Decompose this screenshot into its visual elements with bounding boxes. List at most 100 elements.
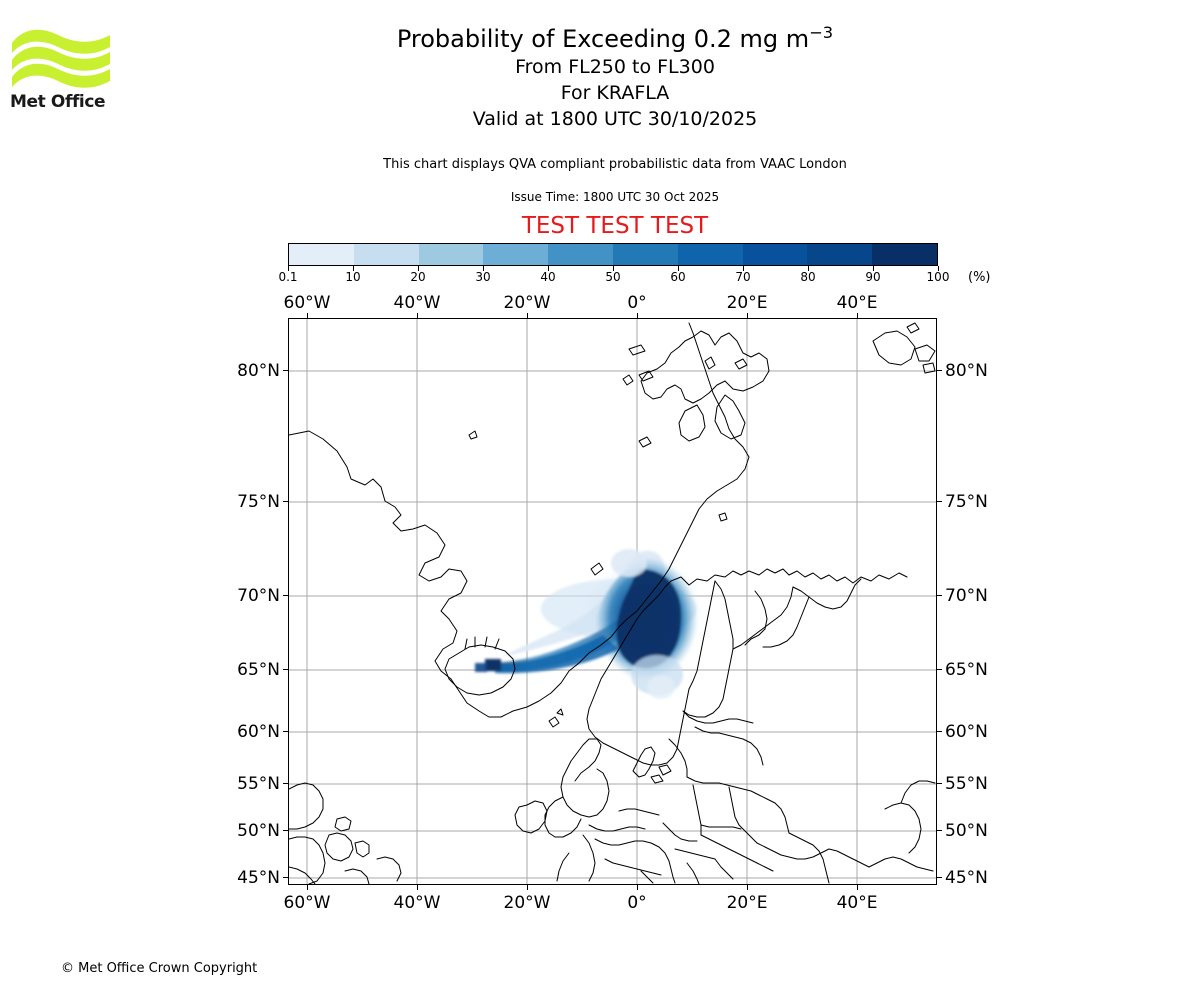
colorbar-segment-4 — [548, 244, 613, 265]
lat-tick-left — [283, 830, 288, 831]
lat-label-75N-right: 75°N — [945, 492, 988, 512]
colorbar-tick-label-50: 50 — [605, 270, 621, 284]
lat-tick-left — [283, 669, 288, 670]
colorbar-segment-6 — [677, 244, 743, 265]
lon-tick-top — [417, 313, 418, 318]
colorbar-tick-80 — [808, 266, 809, 271]
lon-tick-bottom — [417, 885, 418, 890]
lon-label-40W-bottom: 40°W — [393, 893, 441, 913]
lon-tick-top — [637, 313, 638, 318]
lat-label-70N-left: 70°N — [237, 586, 280, 606]
lat-label-65N-right: 65°N — [945, 660, 988, 680]
subtitle-flight-levels: From FL250 to FL300 — [515, 56, 715, 78]
colorbar-segment-0 — [289, 244, 354, 265]
met-office-logo-text: Met Office — [10, 92, 106, 112]
colorbar-tick-label-70: 70 — [735, 270, 751, 284]
lon-label-40E-top: 40°E — [836, 293, 878, 313]
colorbar-tick-0.1 — [288, 266, 289, 271]
lat-tick-left — [283, 370, 288, 371]
lat-label-55N-right: 55°N — [945, 774, 988, 794]
probability-colorbar — [288, 243, 938, 266]
lat-tick-right — [937, 830, 942, 831]
test-banner: TEST TEST TEST — [521, 213, 709, 239]
lon-label-60W-bottom: 60°W — [283, 893, 331, 913]
lat-label-55N-left: 55°N — [237, 774, 280, 794]
lon-label-20W-bottom: 20°W — [503, 893, 551, 913]
chart-title-block: Probability of Exceeding 0.2 mg m−3 From… — [300, 24, 930, 132]
lat-tick-right — [937, 877, 942, 878]
lon-label-40W-top: 40°W — [393, 293, 441, 313]
lat-tick-right — [937, 370, 942, 371]
lat-label-60N-right: 60°N — [945, 722, 988, 742]
colorbar-gradient — [288, 243, 938, 266]
colorbar-tick-label-60: 60 — [670, 270, 686, 284]
lon-label-20E-top: 20°E — [726, 293, 768, 313]
colorbar-tick-10 — [353, 266, 354, 271]
lon-tick-top — [747, 313, 748, 318]
colorbar-tick-label-100: 100 — [926, 270, 950, 284]
lon-label-0-bottom: 0° — [627, 893, 647, 913]
lat-label-60N-left: 60°N — [237, 722, 280, 742]
lat-label-75N-left: 75°N — [237, 492, 280, 512]
colorbar-segment-7 — [742, 244, 808, 265]
met-office-wave-mark — [12, 29, 110, 88]
lon-tick-top — [857, 313, 858, 318]
page-title-text: Probability of Exceeding 0.2 mg m — [396, 25, 810, 53]
colorbar-tick-70 — [743, 266, 744, 271]
lat-tick-right — [937, 501, 942, 502]
lon-label-0-top: 0° — [627, 293, 647, 313]
colorbar-tick-label-90: 90 — [865, 270, 881, 284]
subtitle-valid-time: Valid at 1800 UTC 30/10/2025 — [472, 108, 758, 130]
colorbar-tick-label-40: 40 — [540, 270, 556, 284]
colorbar-segment-8 — [807, 244, 873, 265]
colorbar-segment-1 — [353, 244, 419, 265]
colorbar-tick-30 — [483, 266, 484, 271]
lat-label-65N-left: 65°N — [237, 660, 280, 680]
colorbar-tick-50 — [613, 266, 614, 271]
copyright-notice: © Met Office Crown Copyright — [61, 961, 258, 976]
coastlines — [289, 322, 936, 884]
volcanic-ash-plume — [475, 549, 707, 699]
colorbar-tick-90 — [873, 266, 874, 271]
lat-label-45N-right: 45°N — [945, 868, 988, 888]
lon-tick-bottom — [747, 885, 748, 890]
lat-label-80N-right: 80°N — [945, 361, 988, 381]
qva-compliance-note: This chart displays QVA compliant probab… — [383, 157, 847, 172]
colorbar-segment-3 — [483, 244, 549, 265]
ash-probability-map[interactable] — [288, 318, 937, 885]
colorbar-segment-9 — [872, 244, 937, 265]
page-title-exponent: −3 — [809, 23, 834, 42]
colorbar-tick-label-80: 80 — [800, 270, 816, 284]
lon-label-20W-top: 20°W — [503, 293, 551, 313]
lat-label-70N-right: 70°N — [945, 586, 988, 606]
lat-label-80N-left: 80°N — [237, 361, 280, 381]
lon-tick-top — [527, 313, 528, 318]
issue-time-label: Issue Time: 1800 UTC 30 Oct 2025 — [510, 190, 720, 204]
met-office-logo: Met Office — [10, 23, 115, 113]
page-title: Probability of Exceeding 0.2 mg m−3 — [300, 24, 930, 54]
subtitle-volcano: For KRAFLA — [560, 82, 670, 104]
lat-tick-left — [283, 731, 288, 732]
colorbar-tick-100 — [938, 266, 939, 271]
colorbar-tick-label-20: 20 — [410, 270, 426, 284]
lat-tick-left — [283, 783, 288, 784]
colorbar-tick-axis: 0.1 10 20 30 40 50 60 70 80 90 100 — [278, 266, 949, 286]
colorbar-tick-label-0.1: 0.1 — [278, 270, 298, 284]
colorbar-segment-2 — [418, 244, 484, 265]
lon-tick-bottom — [307, 885, 308, 890]
colorbar-segment-5 — [612, 244, 678, 265]
lon-tick-top — [307, 313, 308, 318]
lon-tick-bottom — [527, 885, 528, 890]
map-canvas — [289, 319, 936, 884]
colorbar-units-label: (%) — [968, 270, 991, 285]
lat-label-50N-left: 50°N — [237, 821, 280, 841]
colorbar-tick-40 — [548, 266, 549, 271]
lat-tick-right — [937, 783, 942, 784]
lat-label-50N-right: 50°N — [945, 821, 988, 841]
lat-tick-right — [937, 595, 942, 596]
lon-label-40E-bottom: 40°E — [836, 893, 878, 913]
lat-tick-left — [283, 595, 288, 596]
lat-tick-left — [283, 877, 288, 878]
lat-tick-right — [937, 669, 942, 670]
lat-label-45N-left: 45°N — [237, 868, 280, 888]
